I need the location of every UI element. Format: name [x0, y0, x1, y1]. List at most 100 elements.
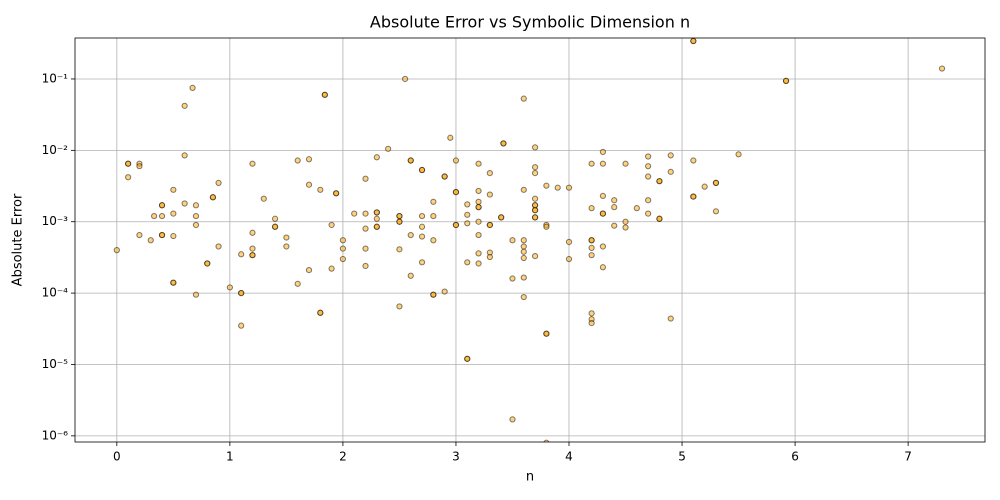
point — [611, 222, 618, 229]
point — [170, 279, 177, 286]
point — [543, 439, 550, 442]
point — [260, 195, 267, 202]
point — [520, 274, 527, 281]
point — [328, 221, 335, 229]
x-tick-label: 7 — [904, 450, 912, 464]
point — [667, 152, 674, 159]
y-axis-label: Absolute Error — [11, 193, 26, 286]
point — [588, 205, 595, 212]
y-tick-label: 10⁻¹ — [42, 71, 69, 85]
point — [407, 272, 414, 279]
point — [339, 237, 347, 244]
y-tick-label: 10⁻⁴ — [42, 286, 69, 300]
point — [588, 160, 595, 167]
point — [401, 75, 409, 83]
point — [418, 223, 426, 230]
point — [622, 224, 629, 231]
point — [531, 195, 539, 202]
point — [317, 186, 324, 193]
point — [475, 198, 482, 205]
point — [430, 237, 437, 244]
point — [645, 173, 652, 180]
point — [690, 38, 697, 45]
point — [690, 193, 697, 200]
point — [611, 197, 618, 204]
point — [339, 255, 347, 263]
y-tick-label: 10⁻² — [42, 143, 69, 157]
point — [249, 229, 256, 236]
point — [430, 212, 437, 220]
point — [271, 223, 279, 230]
point — [475, 231, 482, 239]
point — [588, 310, 595, 317]
point — [192, 202, 200, 209]
point — [509, 275, 516, 282]
point — [351, 210, 358, 217]
point — [362, 210, 369, 217]
x-tick-label: 2 — [339, 450, 347, 464]
point — [701, 183, 708, 190]
point — [125, 174, 132, 181]
point — [645, 210, 652, 217]
point — [249, 160, 256, 167]
point — [305, 156, 313, 163]
point — [447, 134, 454, 141]
point — [418, 166, 426, 174]
point — [452, 157, 460, 164]
point — [520, 186, 527, 193]
x-tick-label: 6 — [791, 450, 799, 464]
x-tick-label: 0 — [113, 450, 121, 464]
point — [339, 245, 347, 252]
point — [181, 102, 188, 109]
point — [464, 201, 471, 208]
y-tick-label: 10⁻⁶ — [42, 428, 69, 442]
point — [385, 145, 392, 152]
point — [599, 243, 607, 250]
point — [475, 187, 482, 195]
point — [531, 144, 539, 151]
point — [622, 160, 629, 167]
point — [362, 245, 369, 252]
point — [712, 179, 720, 186]
point — [192, 212, 200, 220]
point — [226, 284, 233, 291]
point — [136, 231, 143, 239]
point — [418, 212, 426, 220]
point — [520, 248, 527, 255]
point — [294, 280, 301, 287]
point — [712, 208, 720, 215]
point — [656, 215, 663, 222]
point — [667, 315, 674, 322]
x-tick-label: 4 — [565, 450, 573, 464]
point — [362, 225, 369, 232]
point — [238, 251, 245, 258]
point — [633, 205, 640, 212]
point — [588, 252, 595, 259]
point — [158, 202, 166, 209]
point — [407, 157, 414, 164]
point — [498, 214, 505, 221]
point — [565, 255, 573, 263]
point — [125, 160, 132, 167]
point — [486, 221, 493, 229]
point — [475, 260, 482, 267]
point — [418, 259, 426, 266]
point — [531, 164, 539, 171]
point — [238, 322, 245, 329]
point — [509, 416, 516, 423]
point — [271, 215, 279, 222]
point — [136, 163, 143, 170]
point — [396, 212, 403, 220]
point — [667, 168, 674, 175]
point — [170, 232, 177, 240]
point — [782, 77, 790, 84]
point — [373, 154, 380, 161]
point — [283, 234, 290, 241]
point — [333, 190, 340, 197]
point — [475, 218, 482, 225]
point — [486, 169, 493, 177]
point — [373, 209, 380, 216]
point — [192, 291, 200, 298]
y-tick-label: 10⁻⁵ — [42, 357, 69, 371]
point — [645, 153, 652, 160]
